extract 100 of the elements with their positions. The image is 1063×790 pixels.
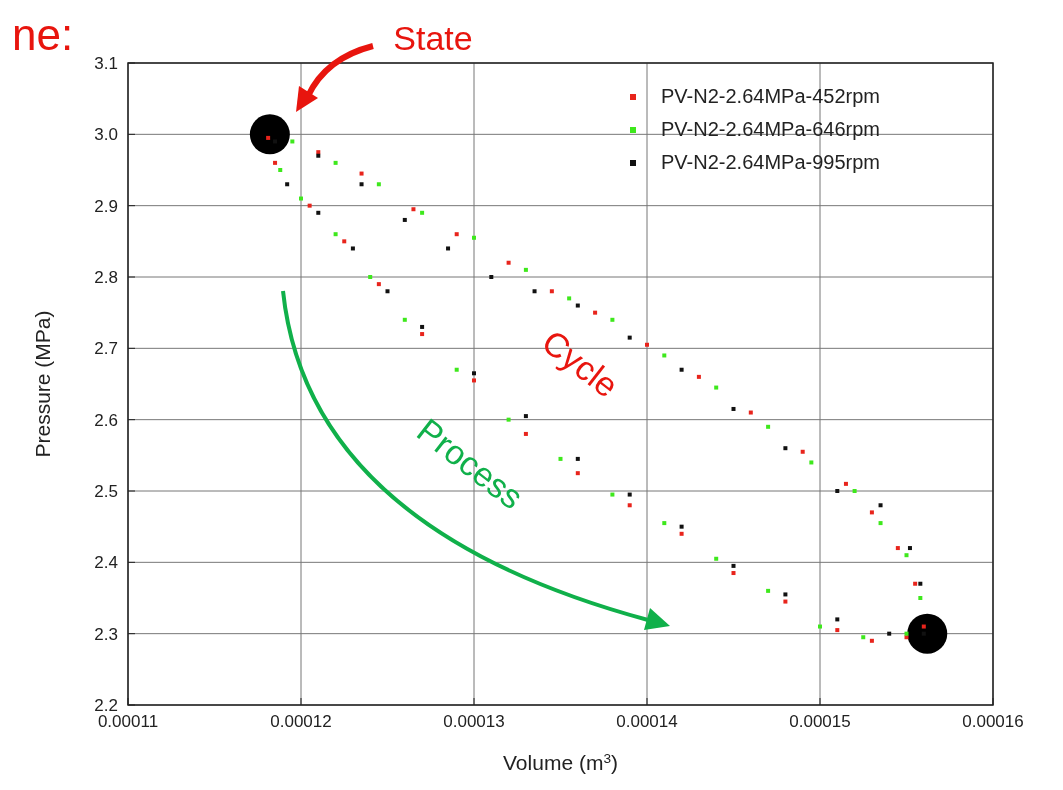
point xyxy=(861,635,866,640)
point xyxy=(714,385,719,390)
point xyxy=(523,267,528,272)
x-tick-label: 0.00012 xyxy=(270,712,332,731)
point xyxy=(376,282,381,287)
point xyxy=(731,571,736,576)
point xyxy=(402,217,407,222)
point xyxy=(679,524,684,529)
point xyxy=(266,135,271,140)
point xyxy=(731,563,736,568)
point xyxy=(411,207,416,212)
point xyxy=(662,521,667,526)
point xyxy=(627,503,632,508)
y-tick-label: 3.0 xyxy=(94,125,118,145)
point xyxy=(869,510,874,515)
x-tick-label: 0.00013 xyxy=(443,712,505,731)
y-axis-title: Pressure (MPa) xyxy=(31,310,54,458)
point xyxy=(368,275,373,279)
legend-label: PV-N2-2.64MPa-646rpm xyxy=(661,118,880,140)
point xyxy=(904,553,909,558)
point xyxy=(523,431,528,436)
point xyxy=(472,378,476,383)
point xyxy=(333,160,338,165)
point xyxy=(454,367,459,372)
point xyxy=(278,168,283,172)
y-tick-label: 3.1 xyxy=(94,54,118,73)
point xyxy=(454,232,459,237)
point xyxy=(662,353,667,358)
y-tick-label: 2.9 xyxy=(94,196,118,216)
y-tick-label: 2.5 xyxy=(94,482,118,501)
x-axis-title: Volume (m$^{3}$) xyxy=(503,750,618,774)
point xyxy=(904,631,909,636)
point xyxy=(593,310,598,315)
point xyxy=(575,471,580,476)
point xyxy=(290,139,295,144)
point xyxy=(627,492,632,497)
point xyxy=(809,460,814,465)
point xyxy=(913,581,918,586)
point xyxy=(489,275,494,279)
point xyxy=(907,613,948,654)
point xyxy=(567,296,572,301)
point xyxy=(835,489,840,493)
point xyxy=(918,596,923,600)
x-tick-label: 0.00016 xyxy=(962,712,1024,731)
text: ne: xyxy=(12,10,74,59)
point xyxy=(420,324,425,329)
point xyxy=(506,260,511,265)
point xyxy=(299,196,303,201)
point xyxy=(575,303,580,308)
point xyxy=(835,628,840,633)
point xyxy=(342,239,347,244)
y-tick-label: 2.8 xyxy=(94,268,118,287)
y-tick-label: 2.2 xyxy=(94,696,118,715)
point xyxy=(273,160,278,165)
point xyxy=(575,456,580,461)
legend-label: PV-N2-2.64MPa-452rpm xyxy=(661,85,880,107)
point xyxy=(249,114,290,155)
text: State xyxy=(393,19,473,57)
point xyxy=(878,521,883,526)
point xyxy=(921,624,926,629)
point xyxy=(907,546,912,551)
y-tick-label: 2.4 xyxy=(94,553,118,573)
point xyxy=(878,503,883,508)
point xyxy=(316,210,321,215)
point xyxy=(333,232,338,237)
point xyxy=(869,638,874,643)
point xyxy=(549,289,554,294)
point xyxy=(523,414,528,419)
point xyxy=(610,317,615,322)
point xyxy=(285,182,290,187)
y-tick-label: 2.7 xyxy=(94,339,118,359)
point xyxy=(558,456,563,461)
point xyxy=(385,289,390,294)
point xyxy=(402,317,407,322)
point xyxy=(645,342,649,347)
point xyxy=(696,374,701,379)
point xyxy=(472,371,476,376)
point xyxy=(843,481,848,486)
y-tick-label: 2.6 xyxy=(94,410,118,430)
point xyxy=(800,449,805,454)
point xyxy=(918,581,923,586)
x-tick-label: 0.00015 xyxy=(789,712,851,731)
point xyxy=(783,599,788,604)
point xyxy=(472,235,476,240)
point xyxy=(679,531,684,536)
point xyxy=(376,182,381,187)
point xyxy=(731,406,736,411)
x-tick-label: 0.00011 xyxy=(97,712,159,731)
point xyxy=(895,546,900,551)
point xyxy=(748,410,753,415)
legend-label: PV-N2-2.64MPa-995rpm xyxy=(661,151,880,173)
y-tick-label: 2.3 xyxy=(94,624,118,644)
point xyxy=(359,171,364,176)
point xyxy=(887,631,892,636)
point xyxy=(420,210,425,215)
point xyxy=(783,592,788,597)
point xyxy=(350,246,355,251)
x-tick-label: 0.00014 xyxy=(616,712,678,731)
point xyxy=(359,182,364,187)
point xyxy=(766,588,771,593)
